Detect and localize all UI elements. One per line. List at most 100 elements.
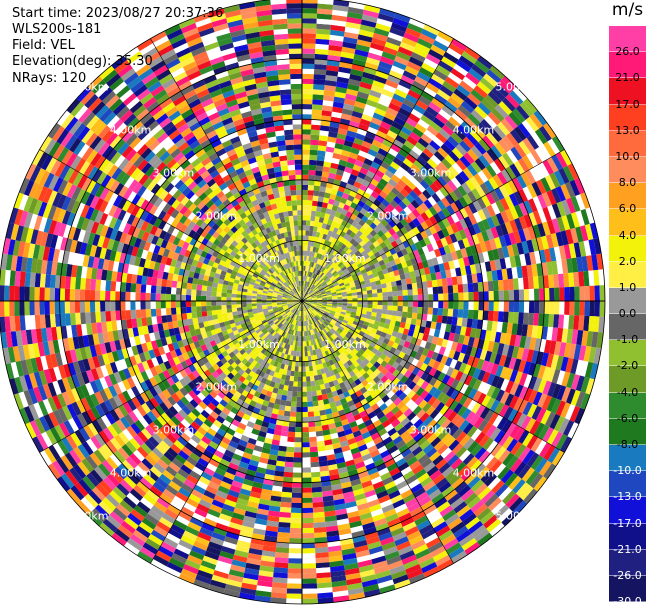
velocity-gate (290, 533, 302, 538)
velocity-gate (418, 301, 423, 307)
velocity-gate (408, 307, 413, 313)
velocity-gate (308, 185, 314, 191)
velocity-gate (298, 382, 303, 387)
velocity-gate (302, 114, 312, 119)
velocity-gate (302, 84, 313, 89)
velocity-gate (282, 487, 292, 493)
velocity-gate (357, 304, 362, 307)
velocity-gate (284, 411, 291, 417)
velocity-gate (433, 308, 439, 315)
velocity-gate (382, 309, 388, 314)
velocity-gate (302, 377, 306, 382)
velocity-gate (302, 79, 314, 84)
velocity-gate (523, 277, 529, 289)
velocity-gate (498, 311, 504, 322)
velocity-gate (295, 427, 302, 432)
velocity-gate (407, 284, 413, 290)
velocity-gate (312, 104, 323, 110)
velocity-gate (493, 311, 499, 322)
velocity-gate (313, 517, 325, 523)
velocity-gate (291, 401, 297, 407)
velocity-gate (488, 281, 494, 291)
velocity-gate (309, 165, 316, 171)
velocity-gate (428, 287, 434, 294)
velocity-gate (564, 301, 569, 315)
velocity-gate (302, 412, 308, 417)
velocity-gate (302, 558, 316, 563)
velocity-gate (302, 190, 308, 195)
velocity-gate (314, 69, 326, 75)
velocity-gate (287, 583, 302, 588)
velocity-gate (285, 457, 294, 463)
velocity-gate (393, 301, 398, 306)
velocity-gate (302, 99, 313, 104)
velocity-gate (298, 367, 302, 372)
velocity-gate (484, 301, 489, 311)
velocity-gate (308, 412, 314, 418)
velocity-gate (279, 517, 291, 523)
velocity-gate (514, 290, 519, 301)
velocity-gate (302, 0, 318, 4)
velocity-gate (402, 312, 408, 318)
velocity-gate (293, 462, 302, 467)
velocity-gate (311, 467, 320, 473)
velocity-gate (313, 507, 324, 513)
velocity-gate (294, 376, 298, 381)
velocity-gate (302, 230, 306, 235)
velocity-gate (286, 396, 292, 402)
velocity-gate (302, 150, 310, 155)
velocity-gate (494, 301, 499, 311)
velocity-gate (569, 301, 574, 315)
velocity-gate (288, 427, 295, 433)
velocity-gate (408, 289, 413, 295)
velocity-gate (533, 276, 539, 289)
velocity-gate (302, 205, 307, 210)
velocity-gate (413, 307, 419, 313)
velocity-gate (438, 308, 444, 316)
velocity-gate (287, 437, 295, 443)
velocity-gate (302, 392, 307, 397)
velocity-gate (316, 431, 324, 437)
velocity-gate (493, 280, 499, 291)
velocity-gate (291, 498, 302, 503)
velocity-gate (302, 38, 316, 43)
velocity-gate (313, 406, 319, 412)
velocity-gate (285, 462, 294, 468)
velocity-gate (309, 226, 313, 232)
velocity-gate (294, 371, 298, 376)
velocity-gate (294, 452, 302, 457)
velocity-gate (290, 407, 296, 412)
velocity-gate (316, 206, 322, 212)
velocity-gate (513, 278, 519, 290)
velocity-gate (288, 568, 302, 573)
velocity-gate (280, 400, 286, 406)
velocity-gate (407, 312, 413, 318)
velocity-gate (302, 372, 306, 377)
velocity-gate (313, 94, 324, 100)
velocity-gate (302, 59, 315, 64)
velocity-gate (284, 472, 294, 478)
velocity-gate (362, 304, 367, 308)
velocity-gate (428, 301, 433, 308)
velocity-gate (529, 289, 534, 301)
velocity-gate (288, 573, 303, 579)
velocity-gate (458, 284, 464, 293)
velocity-gate (314, 527, 326, 533)
velocity-gate (302, 165, 309, 170)
velocity-gate (564, 287, 569, 301)
velocity-gate (383, 297, 388, 302)
velocity-gate (289, 376, 294, 382)
velocity-gate (473, 310, 479, 320)
velocity-gate (296, 402, 302, 407)
velocity-gate (313, 89, 324, 95)
velocity-gate (313, 191, 319, 197)
velocity-gate (302, 33, 316, 38)
velocity-gate (406, 278, 412, 285)
velocity-gate (402, 284, 408, 290)
velocity-gate (282, 390, 288, 396)
velocity-gate (306, 376, 310, 381)
velocity-gate (377, 288, 383, 293)
velocity-gate (392, 306, 397, 311)
velocity-gate (401, 279, 407, 285)
velocity-gate (295, 366, 299, 371)
